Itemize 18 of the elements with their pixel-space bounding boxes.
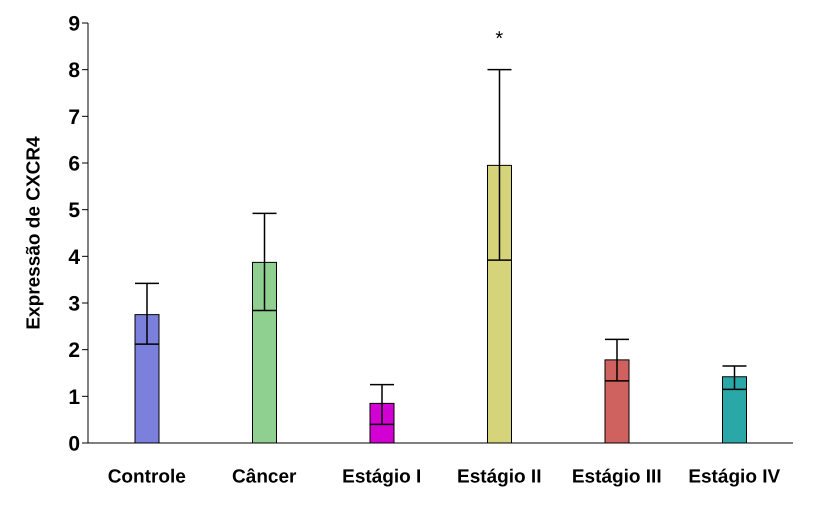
annotation: * [495, 28, 504, 50]
x-tick-label: Câncer [232, 466, 298, 488]
y-tick-label: 2 [68, 339, 80, 362]
y-tick-label: 9 [68, 12, 80, 36]
x-tick-label: Controle [108, 466, 186, 488]
y-axis-title: Expressão de CXCR4 [24, 136, 45, 330]
x-tick-label: Estágio III [572, 466, 662, 488]
y-tick-label: 5 [68, 199, 80, 222]
x-tick-label: Estágio IV [688, 466, 780, 488]
y-tick-label: 7 [68, 106, 80, 129]
y-tick-label: 3 [68, 292, 80, 316]
x-tick-label: Estágio I [342, 466, 422, 488]
y-tick-label: 6 [68, 152, 80, 176]
y-tick-label: 0 [68, 432, 80, 456]
x-tick-label: Estágio II [457, 466, 542, 488]
y-tick-label: 1 [68, 386, 80, 409]
y-tick-label: 8 [68, 59, 80, 82]
y-tick-label: 4 [68, 246, 80, 269]
